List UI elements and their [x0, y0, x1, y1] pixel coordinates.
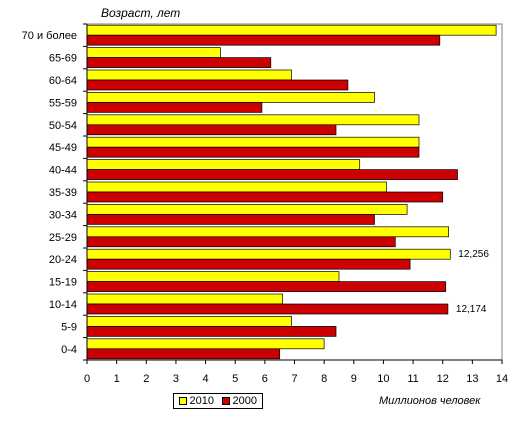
- bar-2010-0-4: [86, 338, 325, 350]
- x-tick-label: 13: [466, 373, 478, 385]
- x-tick-label: 3: [173, 373, 179, 385]
- x-tick-label: 2: [143, 373, 149, 385]
- bar-2000-5-9: [86, 326, 337, 337]
- y-axis-labels: 70 и более 65-69 60-64 55-59 50-54 45-49 40-44…: [22, 23, 87, 361]
- bar-2010-55-59: [86, 92, 375, 103]
- x-tick-label: 0: [84, 373, 90, 385]
- bar-2010-30-34: [86, 204, 408, 215]
- legend-label-2000: 2000: [232, 395, 257, 407]
- y-tick-label: 35-39: [49, 187, 77, 199]
- bar-2010-60-64: [86, 69, 292, 81]
- x-tick-label: 14: [496, 373, 508, 385]
- x-tick-label: 7: [291, 373, 297, 385]
- legend-swatch-2010: [179, 397, 187, 405]
- y-tick-label: 25-29: [49, 232, 77, 244]
- y-tick-label: 30-34: [49, 209, 77, 221]
- y-tick-label: 70 и более: [22, 30, 77, 42]
- bar-2010-70 и более: [86, 24, 497, 36]
- x-tick-label: 10: [377, 373, 389, 385]
- y-tick-label: 20-24: [49, 254, 77, 266]
- bar-2000-65-69: [86, 57, 272, 68]
- x-tick-label: 4: [203, 373, 209, 385]
- bar-2000-50-54: [86, 124, 337, 136]
- bar-2010-20-24: [86, 248, 451, 260]
- bar-2000-55-59: [86, 102, 263, 113]
- bar-2000-60-64: [86, 79, 349, 91]
- bar-2000-10-14: [86, 303, 449, 315]
- bar-2010-50-54: [86, 114, 420, 126]
- bar-2010-40-44: [86, 159, 361, 170]
- y-tick-label: 65-69: [49, 53, 77, 65]
- bar-2010-25-29: [86, 226, 449, 238]
- y-axis-title: Возраст, лет: [101, 6, 180, 20]
- x-tick-label: 12: [437, 373, 449, 385]
- x-tick-label: 11: [407, 373, 418, 385]
- bar-2000-40-44: [86, 169, 458, 180]
- bar-2010-10-14: [86, 293, 283, 305]
- x-tick-label: 6: [262, 373, 268, 385]
- x-axis-labels: 0 1 2 3 4 5 6 7 8 9 10 11 12 13 14: [84, 360, 508, 385]
- bar-2010-15-19: [86, 271, 340, 282]
- data-label: 12,174: [456, 304, 487, 315]
- y-tick-label: 45-49: [49, 142, 77, 154]
- x-tick-label: 8: [321, 373, 327, 385]
- bar-2000-0-4: [86, 348, 281, 360]
- bar-2010-5-9: [86, 316, 292, 327]
- bar-2010-35-39: [86, 181, 387, 193]
- bar-2000-70 и более: [86, 34, 441, 46]
- bar-2000-30-34: [86, 214, 375, 225]
- data-label: 12,256: [458, 249, 489, 260]
- bar-2000-15-19: [86, 281, 447, 292]
- x-tick-label: 9: [351, 373, 357, 385]
- y-tick-label: 0-4: [61, 344, 77, 356]
- legend-swatch-2000: [222, 397, 230, 405]
- legend-label-2010: 2010: [189, 395, 214, 407]
- y-tick-label: 15-19: [49, 277, 77, 289]
- bar-2000-45-49: [86, 146, 420, 158]
- x-tick-label: 1: [114, 373, 120, 385]
- bar-2000-35-39: [86, 191, 444, 203]
- y-tick-label: 50-54: [49, 120, 77, 132]
- y-tick-label: 60-64: [49, 75, 77, 87]
- y-tick-label: 40-44: [49, 165, 77, 177]
- y-tick-label: 10-14: [49, 299, 77, 311]
- bar-2000-25-29: [86, 236, 396, 248]
- bar-2010-65-69: [86, 47, 221, 58]
- x-tick-label: 5: [232, 373, 238, 385]
- x-axis-title: Миллионов человек: [379, 395, 481, 407]
- bar-2000-20-24: [86, 258, 411, 270]
- annotations: 12,256 12,174: [456, 249, 489, 315]
- bar-2010-45-49: [86, 136, 420, 148]
- legend: 2010 2000: [173, 393, 263, 409]
- y-tick-label: 55-59: [49, 97, 77, 109]
- y-tick-label: 5-9: [61, 321, 77, 333]
- plot-area: [86, 23, 503, 361]
